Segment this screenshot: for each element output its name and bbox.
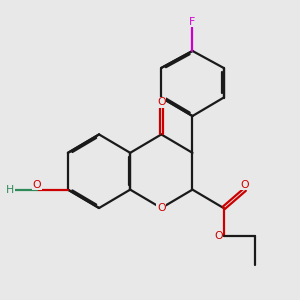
Text: F: F bbox=[189, 17, 196, 27]
Text: O: O bbox=[214, 231, 223, 241]
Text: O: O bbox=[32, 179, 41, 190]
Text: O: O bbox=[241, 179, 249, 190]
Text: H: H bbox=[6, 184, 14, 195]
Text: O: O bbox=[157, 203, 166, 213]
Text: O: O bbox=[157, 98, 166, 107]
